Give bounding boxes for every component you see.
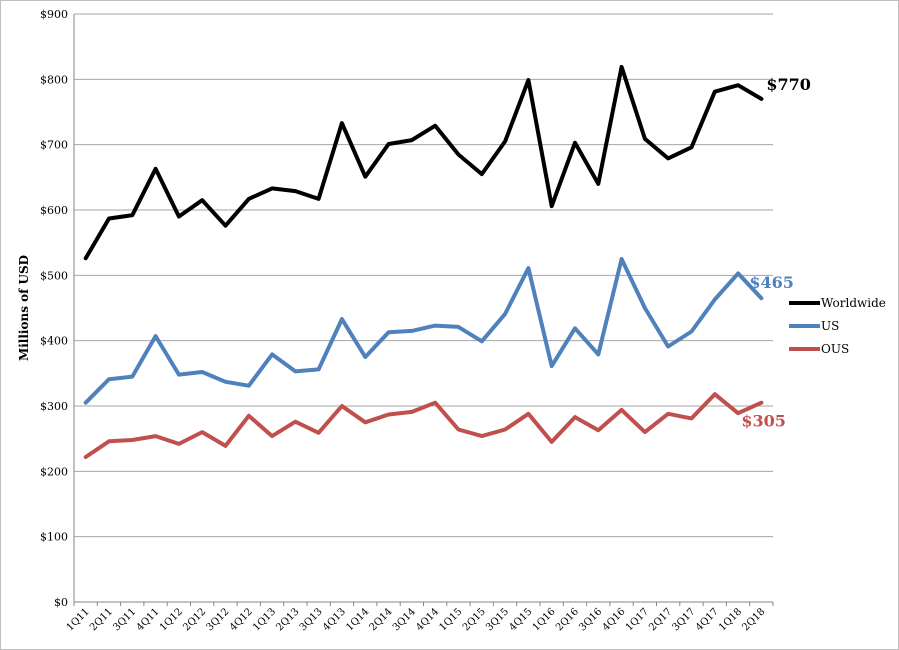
x-tick-label: 4Q11 (135, 606, 162, 633)
x-tick-label: 1Q12 (158, 606, 185, 633)
legend-label: Worldwide (821, 296, 886, 310)
x-tick-label: 3Q17 (670, 606, 697, 633)
end-label-ous: $305 (741, 412, 786, 431)
x-tick-label: 2Q11 (88, 606, 115, 633)
series-line-worldwide (83, 64, 764, 261)
x-tick-label: 2Q14 (368, 606, 395, 633)
x-tick-label: 2Q18 (740, 606, 767, 633)
y-tick-label: $300 (40, 400, 68, 413)
x-tick-label: 1Q17 (624, 606, 651, 633)
x-tick-label: 1Q11 (65, 606, 92, 633)
legend-label: US (821, 319, 839, 333)
y-tick-labels: $0 $100 $200 $300 $400 $500 $600 $700 $800 $900 (40, 8, 68, 609)
series-line-ous (83, 392, 764, 459)
y-tick-label: $200 (40, 465, 68, 478)
y-tick-label: $500 (40, 269, 68, 282)
end-label-worldwide: $770 (766, 75, 811, 94)
x-tick-label: 1Q18 (717, 606, 744, 633)
x-tick-label: 1Q13 (251, 606, 278, 633)
x-tick-label: 2Q17 (647, 606, 674, 633)
legend: Worldwide US OUS (789, 296, 886, 356)
x-tick-label: 1Q16 (531, 606, 558, 633)
y-tick-label: $600 (40, 204, 68, 217)
x-tick-label: 3Q11 (111, 606, 138, 633)
end-labels: $770 $465 $305 (741, 75, 811, 431)
x-tick-label: 2Q15 (461, 606, 488, 633)
x-tick-label: 3Q13 (298, 606, 325, 633)
x-tick-label: 1Q15 (437, 606, 464, 633)
y-tick-label: $700 (40, 139, 68, 152)
x-tick-label: 2Q13 (274, 606, 301, 633)
y-axis-label: Millions of USD (17, 255, 31, 361)
end-label-us: $465 (749, 273, 794, 292)
x-tick-label: 3Q15 (484, 606, 511, 633)
x-tick-label: 2Q16 (554, 606, 581, 633)
x-tick-label: 3Q12 (204, 606, 231, 633)
x-tick-label: 4Q15 (507, 606, 534, 633)
y-tick-label: $900 (40, 8, 68, 21)
x-tick-labels: 1Q112Q113Q114Q111Q122Q123Q124Q121Q132Q13… (65, 606, 768, 633)
x-tick-label: 3Q16 (577, 606, 604, 633)
axes (73, 14, 774, 606)
x-tick-label: 3Q14 (391, 606, 418, 633)
y-tick-label: $0 (54, 596, 68, 609)
x-tick-label: 4Q12 (228, 606, 255, 633)
x-tick-label: 4Q16 (601, 606, 628, 633)
x-tick-label: 1Q14 (344, 606, 371, 633)
x-tick-label: 4Q13 (321, 606, 348, 633)
series-lines (83, 64, 764, 459)
legend-label: OUS (821, 342, 849, 356)
x-tick-label: 2Q12 (181, 606, 208, 633)
y-tick-label: $800 (40, 73, 68, 86)
gridlines (74, 13, 773, 538)
y-tick-label: $100 (40, 531, 68, 544)
series-line-us (83, 257, 764, 405)
x-tick-label: 4Q14 (414, 606, 441, 633)
y-tick-label: $400 (40, 335, 68, 348)
x-tick-label: 4Q17 (694, 606, 721, 633)
